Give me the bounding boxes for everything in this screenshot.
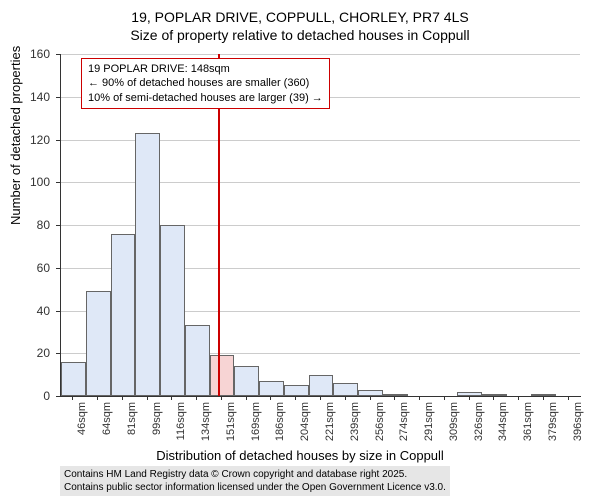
- xtick-mark: [122, 396, 123, 400]
- xtick-label: 309sqm: [448, 402, 460, 441]
- xtick-label: 151sqm: [225, 402, 237, 441]
- ytick-mark: [56, 140, 60, 141]
- xtick-mark: [394, 396, 395, 400]
- histogram-bar: [86, 291, 111, 396]
- xtick-label: 291sqm: [423, 402, 435, 441]
- xtick-label: 204sqm: [299, 402, 311, 441]
- histogram-bar: [333, 383, 358, 396]
- xtick-mark: [221, 396, 222, 400]
- histogram-bar: [210, 355, 235, 396]
- xtick-label: 99sqm: [151, 402, 163, 435]
- xtick-label: 326sqm: [473, 402, 485, 441]
- histogram-bar: [111, 234, 136, 396]
- xtick-label: 134sqm: [200, 402, 212, 441]
- xtick-label: 46sqm: [76, 402, 88, 435]
- ytick-label: 120: [20, 133, 50, 147]
- xtick-label: 274sqm: [398, 402, 410, 441]
- xtick-label: 64sqm: [101, 402, 113, 435]
- histogram-bar: [457, 392, 482, 396]
- histogram-bar: [160, 225, 185, 396]
- xtick-mark: [518, 396, 519, 400]
- xtick-label: 379sqm: [547, 402, 559, 441]
- histogram-bar: [259, 381, 284, 396]
- histogram-bar: [185, 325, 210, 396]
- ytick-label: 80: [20, 218, 50, 232]
- title-line-2: Size of property relative to detached ho…: [0, 26, 600, 44]
- xtick-mark: [196, 396, 197, 400]
- ytick-label: 140: [20, 90, 50, 104]
- xtick-mark: [246, 396, 247, 400]
- callout-line-3: 10% of semi-detached houses are larger (…: [88, 91, 323, 105]
- xtick-mark: [345, 396, 346, 400]
- callout-line-2: ← 90% of detached houses are smaller (36…: [88, 76, 323, 90]
- xtick-mark: [147, 396, 148, 400]
- xtick-label: 116sqm: [175, 402, 187, 440]
- xtick-mark: [97, 396, 98, 400]
- histogram-bar: [234, 366, 259, 396]
- histogram-bar: [61, 362, 86, 396]
- xtick-mark: [270, 396, 271, 400]
- histogram-bar: [135, 133, 160, 396]
- ytick-mark: [56, 225, 60, 226]
- xtick-mark: [320, 396, 321, 400]
- title-line-1: 19, POPLAR DRIVE, COPPULL, CHORLEY, PR7 …: [0, 8, 600, 26]
- xtick-mark: [469, 396, 470, 400]
- xtick-label: 81sqm: [126, 402, 138, 435]
- xtick-label: 186sqm: [274, 402, 286, 441]
- ytick-mark: [56, 182, 60, 183]
- xtick-mark: [370, 396, 371, 400]
- histogram-bar: [358, 390, 383, 396]
- ytick-label: 40: [20, 304, 50, 318]
- ytick-label: 20: [20, 346, 50, 360]
- xtick-mark: [419, 396, 420, 400]
- plot-area: 19 POPLAR DRIVE: 148sqm ← 90% of detache…: [60, 54, 580, 396]
- xtick-mark: [72, 396, 73, 400]
- callout-line-1: 19 POPLAR DRIVE: 148sqm: [88, 62, 323, 76]
- xtick-mark: [568, 396, 569, 400]
- callout-box: 19 POPLAR DRIVE: 148sqm ← 90% of detache…: [81, 58, 330, 109]
- xtick-label: 169sqm: [250, 402, 262, 441]
- attribution-footer: Contains HM Land Registry data © Crown c…: [60, 466, 450, 496]
- chart-container: 19, POPLAR DRIVE, COPPULL, CHORLEY, PR7 …: [0, 0, 600, 500]
- xtick-label: 256sqm: [374, 402, 386, 441]
- ytick-mark: [56, 311, 60, 312]
- xtick-mark: [171, 396, 172, 400]
- ytick-mark: [56, 54, 60, 55]
- xtick-label: 344sqm: [497, 402, 509, 441]
- chart-title: 19, POPLAR DRIVE, COPPULL, CHORLEY, PR7 …: [0, 0, 600, 44]
- xtick-label: 396sqm: [572, 402, 584, 441]
- ytick-mark: [56, 97, 60, 98]
- xtick-mark: [295, 396, 296, 400]
- ytick-label: 60: [20, 261, 50, 275]
- ytick-label: 0: [20, 389, 50, 403]
- xtick-mark: [493, 396, 494, 400]
- xtick-mark: [444, 396, 445, 400]
- footer-line-1: Contains HM Land Registry data © Crown c…: [64, 468, 446, 481]
- ytick-mark: [56, 268, 60, 269]
- histogram-bar: [284, 385, 309, 396]
- ytick-label: 100: [20, 175, 50, 189]
- histogram-bar: [531, 394, 556, 396]
- histogram-bar: [309, 375, 334, 396]
- xtick-mark: [543, 396, 544, 400]
- xtick-label: 361sqm: [522, 402, 534, 441]
- xtick-label: 239sqm: [349, 402, 361, 441]
- ytick-label: 160: [20, 47, 50, 61]
- ytick-mark: [56, 353, 60, 354]
- ytick-mark: [56, 396, 60, 397]
- x-axis-label: Distribution of detached houses by size …: [0, 448, 600, 463]
- xtick-label: 221sqm: [324, 402, 336, 441]
- axes: 19 POPLAR DRIVE: 148sqm ← 90% of detache…: [60, 54, 581, 397]
- footer-line-2: Contains public sector information licen…: [64, 481, 446, 494]
